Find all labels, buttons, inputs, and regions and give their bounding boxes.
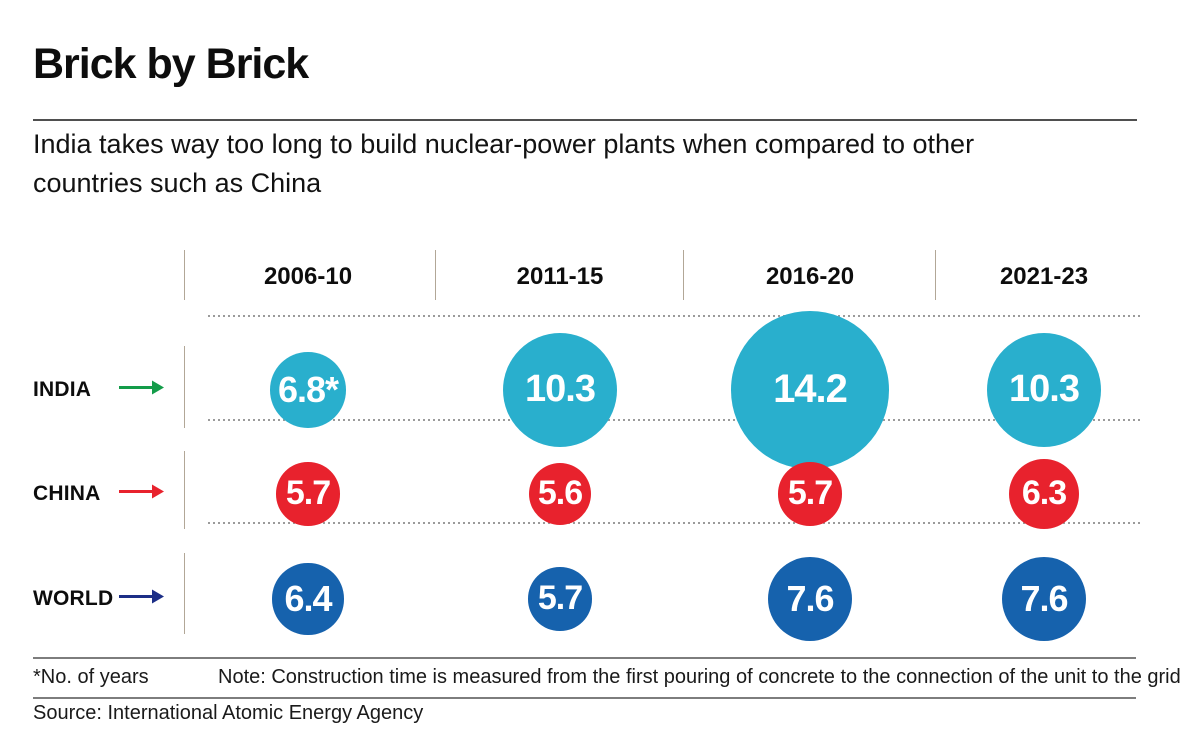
bubble-value: 14.2 (773, 367, 848, 412)
footnote-divider-top (33, 657, 1136, 659)
bubble-world-2021-23: 7.6 (1001, 556, 1087, 642)
china-arrow-icon (118, 483, 166, 506)
bubble-value: 6.8* (277, 368, 339, 410)
row-label-india: INDIA (33, 378, 92, 401)
bubble-value: 5.7 (537, 579, 583, 618)
column-header: 2016-20 (765, 263, 855, 290)
bubble-china-2016-20: 5.7 (778, 462, 842, 526)
source-credit: Source: International Atomic Energy Agen… (33, 702, 424, 724)
subtitle-line-2: countries such as China (33, 168, 322, 198)
page-title: Brick by Brick (33, 40, 309, 88)
bubble-value: 5.6 (537, 474, 583, 513)
subtitle: India takes way too long to build nuclea… (33, 125, 1143, 203)
bubble-china-2011-15: 5.6 (528, 462, 592, 526)
bubble-china-2021-23: 6.3 (1009, 459, 1079, 529)
bubble-value: 7.6 (1020, 577, 1068, 619)
column-header: 2011-15 (516, 263, 604, 290)
row-axis-segment (184, 346, 185, 428)
bubble-world-2006-10: 6.4 (272, 563, 344, 635)
column-separator (435, 250, 436, 300)
bubble-india-2011-15: 10.3 (502, 332, 618, 448)
dotted-separator (208, 315, 1142, 317)
bubble-world-2011-15: 5.7 (528, 567, 592, 631)
bubble-value: 5.7 (787, 474, 833, 513)
subtitle-line-1: India takes way too long to build nuclea… (33, 129, 975, 159)
methodology-note: Note: Construction time is measured from… (218, 666, 1181, 688)
india-arrow-icon (118, 379, 166, 402)
dotted-separator (208, 419, 1142, 421)
column-separator (184, 250, 185, 300)
footnote-divider-bottom (33, 697, 1136, 699)
column-separator (683, 250, 684, 300)
column-header: 2021-23 (999, 263, 1089, 290)
bubble-value: 7.6 (786, 577, 834, 619)
bubble-value: 5.7 (285, 474, 331, 513)
title-divider (33, 119, 1137, 121)
bubble-value: 6.4 (284, 577, 332, 619)
row-label-world: WORLD (33, 587, 114, 610)
asterisk-footnote: *No. of years (33, 666, 149, 688)
row-label-china: CHINA (33, 482, 101, 505)
bubble-value: 10.3 (525, 368, 596, 411)
bubble-value: 10.3 (1009, 368, 1080, 411)
bubble-india-2016-20: 14.2 (731, 311, 889, 469)
column-header: 2006-10 (263, 263, 353, 290)
bubble-china-2006-10: 5.7 (276, 462, 340, 526)
world-arrow-icon (118, 588, 166, 611)
bubble-value: 6.3 (1021, 474, 1067, 513)
dotted-separator (208, 522, 1142, 524)
row-axis-segment (184, 451, 185, 529)
bubble-india-2021-23: 10.3 (986, 332, 1102, 448)
bubble-india-2006-10: 6.8* (270, 352, 346, 428)
column-separator (935, 250, 936, 300)
bubble-world-2016-20: 7.6 (767, 556, 853, 642)
row-axis-segment (184, 553, 185, 634)
